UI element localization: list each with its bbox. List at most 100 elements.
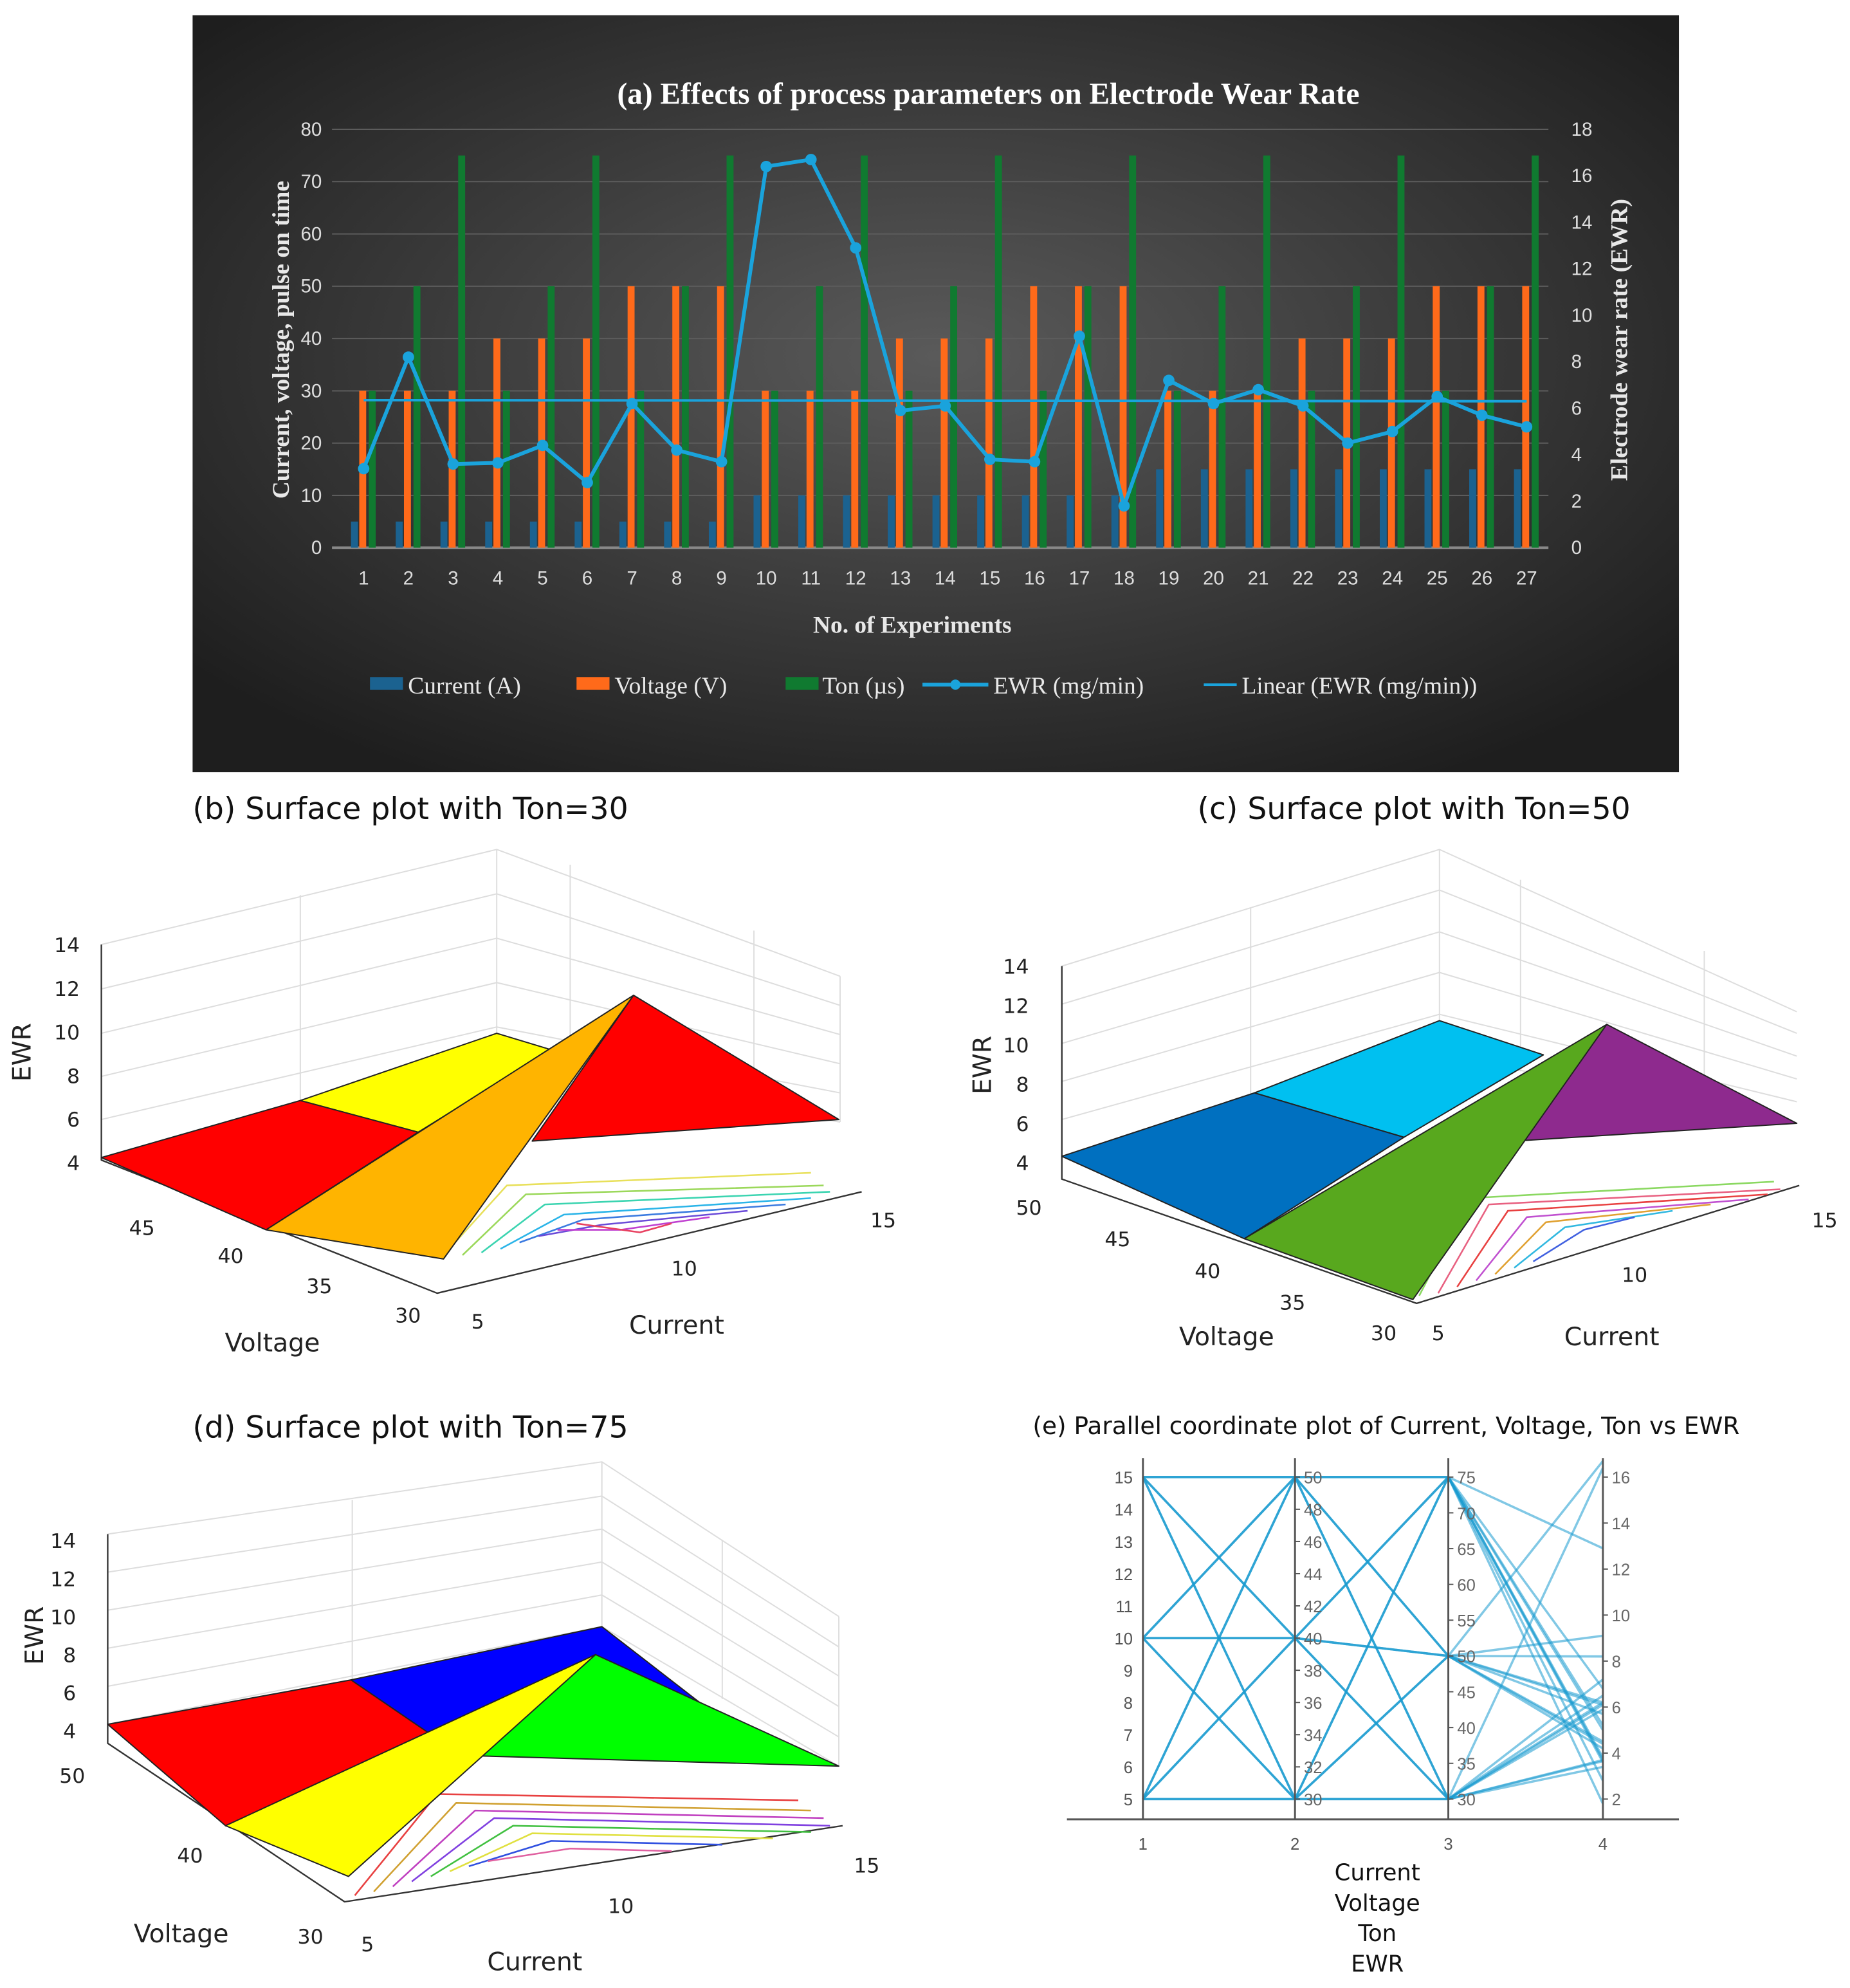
- parallel-tick-label: 11: [1115, 1598, 1133, 1616]
- parallel-tick-label: 14: [1612, 1515, 1630, 1533]
- chart-d-x-tick: 10: [608, 1895, 634, 1919]
- parallel-tick-label: 8: [1124, 1695, 1133, 1713]
- bar-current: [932, 495, 940, 548]
- bar-ton: [1039, 391, 1047, 548]
- chart-b-y-tick: 40: [217, 1245, 243, 1268]
- x-tick-label: 10: [756, 567, 777, 589]
- x-tick-label: 1: [358, 567, 369, 589]
- legend-current: Current (A): [408, 673, 521, 699]
- x-tick-label: 17: [1068, 567, 1090, 589]
- x-tick-label: 11: [801, 567, 821, 589]
- chart-b-z-tick: 8: [67, 1065, 80, 1088]
- x-tick-label: 14: [935, 567, 956, 589]
- y2-tick-label: 4: [1571, 445, 1582, 466]
- chart-c-x-tick: 10: [1622, 1264, 1647, 1287]
- chart-c-surface-blue: [1061, 1092, 1405, 1240]
- parallel-tick-label: 36: [1304, 1695, 1322, 1713]
- x-tick-label: 15: [979, 567, 1000, 589]
- chart-d-surface-yellow: [224, 1653, 596, 1877]
- y-tick-label: 30: [300, 380, 322, 401]
- parallel-tick-label: 46: [1304, 1534, 1322, 1552]
- legend-voltage: Voltage (V): [614, 673, 727, 699]
- parallel-line: [1142, 1476, 1604, 1726]
- ewr-point: [1118, 500, 1130, 512]
- chart-b-y-tick: 35: [306, 1275, 332, 1298]
- y2-tick-label: 12: [1571, 259, 1593, 280]
- chart-d-xlabel: Current: [487, 1947, 582, 1976]
- y2-tick-label: 14: [1571, 212, 1593, 233]
- ewr-point: [1476, 409, 1488, 421]
- chart-d-z-tick: 10: [50, 1606, 76, 1629]
- parallel-tick-label: 70: [1457, 1505, 1475, 1523]
- chart-d: [107, 1461, 843, 1903]
- legend-ewr: EWR (mg/min): [993, 673, 1144, 699]
- bar-current: [843, 495, 850, 548]
- bar-ton: [458, 155, 466, 548]
- ewr-point: [1297, 400, 1309, 412]
- chart-c-zlabel: EWR: [967, 1036, 997, 1094]
- parallel-tick-label: 30: [1457, 1791, 1475, 1809]
- x-tick-label: 19: [1159, 567, 1180, 589]
- chart-b-z-tick: 14: [54, 934, 80, 957]
- x-tick-label: 6: [582, 567, 592, 589]
- bar-ton: [369, 391, 376, 548]
- bar-current: [1469, 469, 1476, 548]
- chart-c-xlabel: Current: [1564, 1322, 1660, 1352]
- bar-ton: [592, 155, 600, 548]
- x-tick-label: 18: [1113, 567, 1135, 589]
- bar-ton: [502, 391, 510, 548]
- x-tick-label: 21: [1248, 567, 1269, 589]
- bar-current: [1514, 469, 1521, 548]
- bar-current: [1111, 495, 1119, 548]
- axis-name-current: Current: [1335, 1859, 1420, 1886]
- ewr-point: [671, 444, 682, 456]
- ewr-point: [447, 458, 459, 470]
- bar-ton: [1532, 155, 1539, 548]
- parallel-x-tick: 1: [1139, 1836, 1148, 1854]
- chart-d-z-tick: 12: [50, 1568, 76, 1591]
- bar-current: [1200, 469, 1208, 548]
- parallel-tick-label: 9: [1124, 1662, 1133, 1680]
- chart-d-z-tick: 14: [50, 1530, 76, 1553]
- parallel-line: [1142, 1475, 1604, 1731]
- x-tick-label: 12: [845, 567, 866, 589]
- chart-d-x-tick: 15: [854, 1855, 879, 1878]
- bar-current: [1290, 469, 1297, 548]
- chart-d-x-tick: 5: [361, 1933, 374, 1956]
- parallel-tick-label: 60: [1457, 1577, 1475, 1595]
- parallel-tick-label: 55: [1457, 1612, 1475, 1630]
- chart-d-contours: [354, 1793, 830, 1896]
- bar-ton: [637, 391, 645, 548]
- bar-current: [1156, 469, 1164, 548]
- chart-c-z-tick: 12: [1003, 995, 1029, 1018]
- x-tick-label: 2: [403, 567, 414, 589]
- chart-c-y-tick: 50: [1016, 1197, 1041, 1220]
- axis-name-voltage: Voltage: [1335, 1890, 1420, 1917]
- axis-name-ewr: EWR: [1351, 1951, 1404, 1977]
- chart-c-surface-green: [1243, 1024, 1607, 1300]
- bar-current: [529, 521, 537, 548]
- y2-tick-label: 8: [1571, 351, 1582, 373]
- parallel-tick-label: 13: [1115, 1534, 1133, 1552]
- ewr-point: [1431, 391, 1443, 403]
- chart-d-y-tick: 30: [298, 1926, 324, 1949]
- parallel-tick-label: 8: [1612, 1653, 1621, 1671]
- legend-swatch-current: [370, 677, 403, 690]
- parallel-tick-label: 2: [1612, 1791, 1621, 1809]
- chart-b-x-tick: 5: [472, 1311, 484, 1334]
- bar-ton: [1442, 391, 1449, 548]
- x-tick-label: 13: [890, 567, 911, 589]
- bar-voltage: [1075, 286, 1082, 548]
- bar-current: [798, 495, 805, 548]
- parallel-tick-label: 75: [1457, 1469, 1475, 1487]
- parallel-x-tick: 2: [1290, 1836, 1299, 1854]
- y2-tick-label: 18: [1571, 119, 1593, 140]
- chart-a-y2label: Electrode wear rate (EWR): [1606, 199, 1633, 481]
- y2-tick-label: 0: [1571, 537, 1582, 558]
- axis-name-ton: Ton: [1357, 1920, 1397, 1947]
- parallel-line: [1142, 1765, 1604, 1801]
- chart-b-y-tick: 30: [395, 1304, 421, 1327]
- bar-ton: [861, 155, 868, 548]
- chart-c-y-tick: 40: [1195, 1260, 1220, 1283]
- ewr-point: [1252, 383, 1264, 396]
